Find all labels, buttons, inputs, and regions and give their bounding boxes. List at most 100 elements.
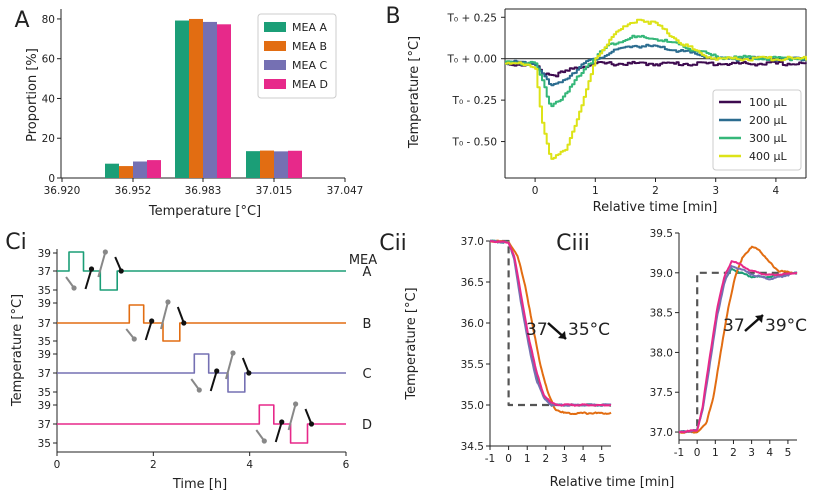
panel-ciii-xtick-label: 5	[785, 447, 792, 459]
panel-a-legend-swatch	[264, 41, 286, 51]
panel-ci-ytick-label: 35	[38, 336, 51, 348]
panel-b-xtick-label: 3	[712, 185, 719, 197]
panel-ci-trace	[57, 353, 346, 393]
panel-b-ytick-label: T₀ - 0.25	[452, 95, 497, 107]
panel-ci-arrow-head	[88, 266, 95, 272]
panel-cii-ytick-label: 35.5	[461, 359, 484, 371]
panel-ci-arrow-head	[308, 421, 315, 427]
panel-ci-trace	[57, 404, 346, 444]
panel-ci-legend-title: MEA	[349, 253, 377, 268]
panel-ci-arrow-warm	[144, 320, 153, 341]
panel-ci-xtick-label: 2	[150, 459, 157, 471]
panel-b-legend-box	[712, 89, 802, 171]
panel-a-legend-box	[257, 13, 337, 99]
panel-ciii-xtick-label: 3	[748, 447, 755, 459]
panel-ci-arrow-heat	[97, 251, 107, 278]
panel-a-legend-swatch	[264, 60, 286, 70]
panel-ciii-annotation-start: 37	[723, 316, 745, 336]
panel-ciii-xtick-label: 2	[730, 447, 737, 459]
panel-ciii-series-line	[678, 260, 798, 434]
panel-a-bar	[189, 18, 203, 178]
panel-cii-annotation-end: 35°C	[568, 320, 610, 340]
panel-ciii-ytick-label: 37.5	[650, 387, 673, 399]
panel-b-ytick-label: T₀ + 0.00	[447, 54, 497, 66]
panel-cii-ytick-label: 36.5	[461, 277, 484, 289]
panel-a-bar	[147, 160, 161, 178]
panel-ci-ytick-label: 39	[38, 298, 51, 310]
panel-ciii-xtick-label: 4	[766, 447, 773, 459]
panel-cii-ytick-label: 34.5	[461, 441, 484, 453]
panel-a-xtick-label: 36.952	[115, 185, 152, 197]
panel-ci-arrow-warm	[274, 421, 283, 443]
panel-b-xtick-label: 2	[652, 185, 659, 197]
panel-b-series-line	[505, 18, 807, 160]
panel-cii-xtick-label: 3	[561, 453, 568, 465]
panel-b-legend-label: 200 µL	[749, 114, 787, 127]
panel-a-ytick-label: 0	[48, 173, 55, 185]
panel-ci-ylabel: Temperature [°C]	[10, 294, 25, 407]
panel-a-bar	[217, 24, 231, 178]
panel-ci-ytick-label: 39	[38, 248, 51, 260]
panel-a-legend-label: MEA D	[292, 78, 328, 91]
panel-ci-arrow-head	[102, 249, 108, 255]
panel-ci-arrow-head	[293, 401, 299, 407]
panel-ci-arrow-head	[131, 336, 137, 342]
panel-cii-xlabel: Relative time [min]	[550, 475, 675, 490]
panel-a-legend-label: MEA A	[292, 21, 327, 34]
panel-ci-xtick-label: 0	[54, 459, 61, 471]
panel-ciii-ytick-label: 38.5	[650, 308, 673, 320]
panel-ciii-ytick-label: 37.0	[650, 427, 673, 439]
panel-ci-arrow-warm	[209, 370, 218, 392]
panel-a-ytick-label: 80	[42, 14, 55, 26]
panel-b-series-line	[505, 34, 807, 108]
panel-a-bar	[246, 151, 260, 178]
panel-ci-xtick-label: 4	[246, 459, 253, 471]
panel-a-legend-swatch	[264, 79, 286, 89]
panel-cii-series-line	[489, 240, 612, 407]
panel-cii-xtick-label: 2	[543, 453, 550, 465]
panel-cii-xtick-label: 0	[505, 453, 512, 465]
panel-cii-xtick-label: -1	[485, 453, 495, 465]
panel-a-xlabel: Temperature [°C]	[148, 204, 261, 219]
panel-ciii-xtick-label: 0	[694, 447, 701, 459]
panel-ciii-annotation-arrowhead	[755, 315, 763, 323]
panel-ciii-xtick-label: 1	[712, 447, 719, 459]
panel-a-bar	[288, 150, 302, 178]
panel-ciii-ytick-label: 39.5	[650, 228, 673, 240]
panel-a-bar	[260, 150, 274, 178]
panel-a-xtick-label: 37.047	[327, 185, 364, 197]
panel-a-xtick-label: 36.920	[44, 185, 81, 197]
panel-ci-ytick-label: 37	[38, 318, 51, 330]
panel-ci-ytick-label: 39	[38, 349, 51, 361]
panel-ci-row-label: C	[362, 367, 371, 382]
panel-ci-ytick-label: 37	[38, 419, 51, 431]
panel-cii-ytick-label: 37.0	[461, 236, 484, 248]
panel-ci-xtick-label: 6	[343, 459, 350, 471]
panel-b-ytick-label: T₀ + 0.25	[447, 12, 497, 24]
panel-ci-arrow-head	[196, 387, 202, 393]
panel-ci-arrow-warm	[84, 268, 93, 290]
panel-a-bar	[203, 21, 217, 179]
panel-a-bar	[119, 166, 133, 178]
panel-ci-arrow-head	[165, 299, 171, 305]
panel-b-legend-label: 300 µL	[749, 132, 787, 145]
panel-ci-arrow-head	[279, 419, 285, 425]
panel-ci-ytick-label: 35	[38, 285, 51, 297]
panel-ci-arrow-return	[304, 408, 313, 425]
panel-a-bar	[274, 151, 288, 178]
panel-ci-arrow-head	[181, 320, 187, 326]
panel-a-legend-label: MEA C	[292, 59, 327, 72]
panel-b-series-line	[505, 60, 807, 78]
panel-ci-xlabel: Time [h]	[172, 477, 227, 492]
panel-b-xlabel: Relative time [min]	[593, 200, 718, 215]
panel-ci-ytick-label: 39	[38, 400, 51, 412]
panel-cii-annotation-arrowhead	[558, 331, 566, 339]
panel-a-bar	[105, 163, 119, 178]
panel-cii-annotation-start: 37	[526, 320, 548, 340]
panel-label-a: A	[14, 8, 29, 33]
panel-cii-xtick-label: 4	[580, 453, 587, 465]
panel-cii-ytick-label: 36.0	[461, 318, 484, 330]
panel-ci-ytick-label: 35	[38, 438, 51, 450]
panel-a-xtick-label: 36.983	[185, 185, 222, 197]
